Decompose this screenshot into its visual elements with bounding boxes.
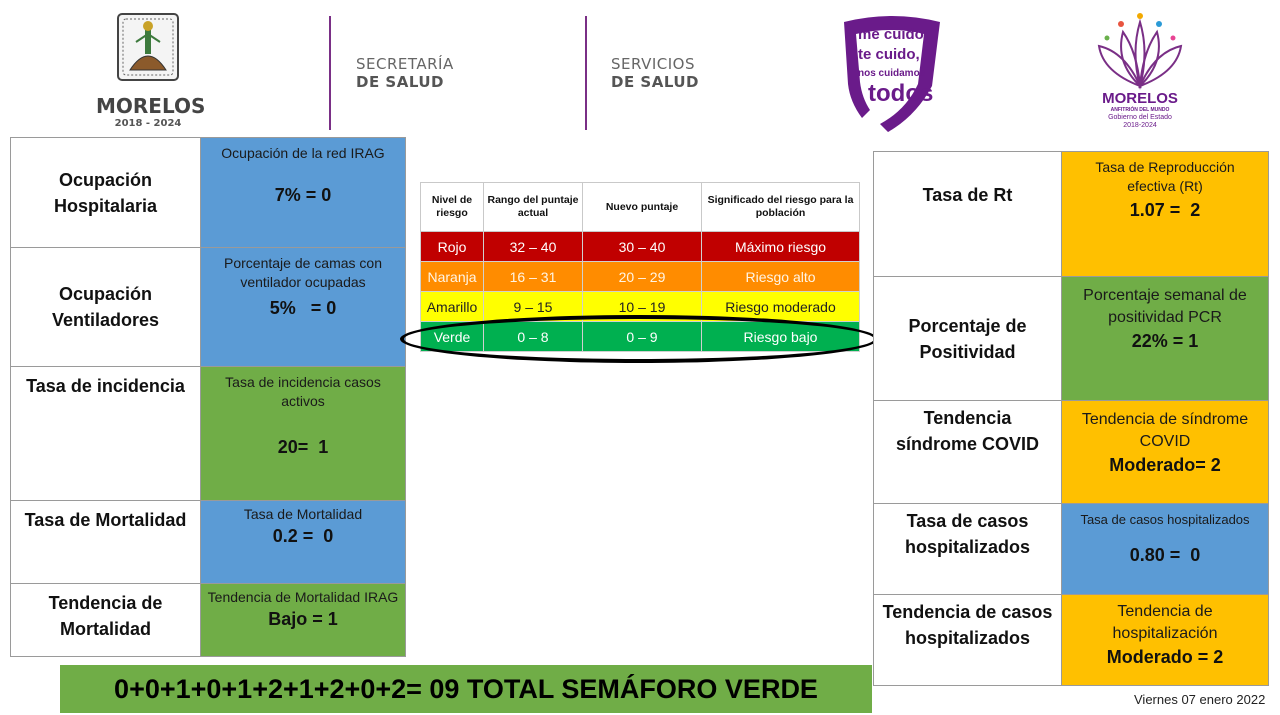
highlight-ellipse: [400, 315, 878, 363]
risk-row-orange: Naranja 16 – 31 20 – 29 Riesgo alto: [420, 261, 860, 292]
campaign-line1: me cuido,: [858, 26, 929, 43]
state-logo: MORELOS ANFITRIÓN DEL MUNDO Gobierno del…: [1090, 12, 1190, 132]
campaign-logo: me cuido, te cuido, nos cuidamos todos: [836, 12, 948, 134]
gov-name: MORELOS: [96, 94, 206, 118]
risk-new-range: 30 – 40: [582, 231, 702, 262]
indicator-score: 1.07 = 2: [1129, 200, 1201, 220]
indicator-value-cell: Tendencia de hospitalización Moderado = …: [1061, 594, 1269, 686]
indicator-caption: Porcentaje de camas con ventilador ocupa…: [224, 255, 382, 290]
secretaria-de-salud: SECRETARÍA DE SALUD: [356, 55, 454, 91]
indicator-score: 22% = 1: [1131, 331, 1199, 351]
indicator-score: 0.80 = 0: [1129, 545, 1201, 565]
lotus-flower-icon: [1097, 13, 1183, 90]
total-score-banner: 0+0+1+0+1+2+1+2+0+2= 09 TOTAL SEMÁFORO V…: [60, 665, 872, 713]
risk-meaning: Máximo riesgo: [701, 231, 860, 262]
indicator-score: 0.2 = 0: [272, 526, 334, 546]
header-divider: [585, 16, 587, 130]
indicator-label: Tasa de incidencia: [10, 366, 201, 501]
indicator-value-cell: Porcentaje de camas con ventilador ocupa…: [200, 247, 406, 367]
indicator-score: 20= 1: [277, 437, 329, 457]
servicios-line2: DE SALUD: [611, 73, 699, 91]
indicator-label: Ocupación Hospitalaria: [10, 137, 201, 248]
indicator-score: Moderado= 2: [1109, 455, 1221, 475]
risk-current-range: 16 – 31: [483, 261, 583, 292]
indicator-caption: Tendencia de síndrome COVID: [1081, 411, 1249, 450]
indicator-label: Tasa de Rt: [873, 151, 1062, 277]
indicator-label: Porcentaje de Positividad: [873, 276, 1062, 401]
indicator-label: Tendencia de Mortalidad: [10, 583, 201, 657]
risk-level: Amarillo: [420, 291, 484, 322]
risk-level: Naranja: [420, 261, 484, 292]
risk-row-red: Rojo 32 – 40 30 – 40 Máximo riesgo: [420, 231, 860, 262]
indicator-caption: Tasa de Reproducción efectiva (Rt): [1095, 159, 1235, 194]
indicator-score: 5% = 0: [269, 298, 337, 318]
indicator-caption: Tasa de incidencia casos activos: [225, 374, 381, 409]
indicator-value-cell: Tendencia de Mortalidad IRAG Bajo = 1: [200, 583, 406, 657]
servicios-line1: SERVICIOS: [611, 55, 696, 73]
secretaria-line1: SECRETARÍA: [356, 55, 454, 73]
indicator-value-cell: Tasa de incidencia casos activos 20= 1: [200, 366, 406, 501]
state-logo-name: MORELOS: [1102, 90, 1178, 107]
header-level: Nivel de riesgo: [420, 182, 484, 232]
state-logo-years: 2018-2024: [1123, 122, 1157, 129]
campaign-line4: todos: [868, 80, 934, 107]
indicator-label: Tendencia síndrome COVID: [873, 400, 1062, 504]
secretaria-line2: DE SALUD: [356, 73, 444, 91]
indicator-label: Tasa de casos hospitalizados: [873, 503, 1062, 595]
state-logo-sub: ANFITRIÓN DEL MUNDO: [1110, 107, 1170, 113]
indicator-label: Tasa de Mortalidad: [10, 500, 201, 584]
gov-years: 2018 - 2024: [114, 118, 182, 129]
morelos-government-logo: MORELOS 2018 - 2024: [96, 12, 206, 130]
header-divider: [329, 16, 331, 130]
indicator-label: Tendencia de casos hospitalizados: [873, 594, 1062, 686]
risk-table-header: Nivel de riesgo Rango del puntaje actual…: [420, 182, 860, 232]
indicator-value-cell: Porcentaje semanal de positividad PCR 22…: [1061, 276, 1269, 401]
indicator-caption: Tasa de Mortalidad: [243, 506, 363, 522]
indicator-value-cell: Ocupación de la red IRAG 7% = 0: [200, 137, 406, 248]
header-current-range: Rango del puntaje actual: [483, 182, 583, 232]
servicios-de-salud: SERVICIOS DE SALUD: [611, 55, 699, 91]
indicator-value-cell: Tasa de Mortalidad 0.2 = 0: [200, 500, 406, 584]
indicator-score: 7% = 0: [274, 185, 332, 205]
risk-meaning: Riesgo alto: [701, 261, 860, 292]
header-meaning: Significado del riesgo para la población: [701, 182, 860, 232]
indicator-caption: Tendencia de hospitalización: [1112, 603, 1218, 642]
campaign-shield-icon: [844, 16, 940, 132]
indicator-caption: Porcentaje semanal de positividad PCR: [1083, 287, 1247, 326]
indicator-caption: Tendencia de Mortalidad IRAG: [207, 589, 399, 605]
risk-new-range: 20 – 29: [582, 261, 702, 292]
state-logo-gov: Gobierno del Estado: [1108, 114, 1172, 121]
indicator-label: Ocupación Ventiladores: [10, 247, 201, 367]
indicator-score: Bajo = 1: [268, 609, 338, 629]
indicator-value-cell: Tasa de casos hospitalizados 0.80 = 0: [1061, 503, 1269, 595]
indicator-value-cell: Tendencia de síndrome COVID Moderado= 2: [1061, 400, 1269, 504]
indicator-value-cell: Tasa de Reproducción efectiva (Rt) 1.07 …: [1061, 151, 1269, 277]
header-new-range: Nuevo puntaje: [582, 182, 702, 232]
risk-current-range: 32 – 40: [483, 231, 583, 262]
indicator-caption: Ocupación de la red IRAG: [221, 145, 385, 161]
campaign-line2: te cuido,: [858, 46, 920, 63]
coat-of-arms-icon: [117, 13, 179, 81]
risk-level: Rojo: [420, 231, 484, 262]
campaign-line3: nos cuidamos: [858, 68, 926, 79]
indicator-caption: Tasa de casos hospitalizados: [1080, 512, 1250, 527]
indicator-score: Moderado = 2: [1106, 647, 1224, 667]
report-date: Viernes 07 enero 2022: [1134, 692, 1266, 707]
